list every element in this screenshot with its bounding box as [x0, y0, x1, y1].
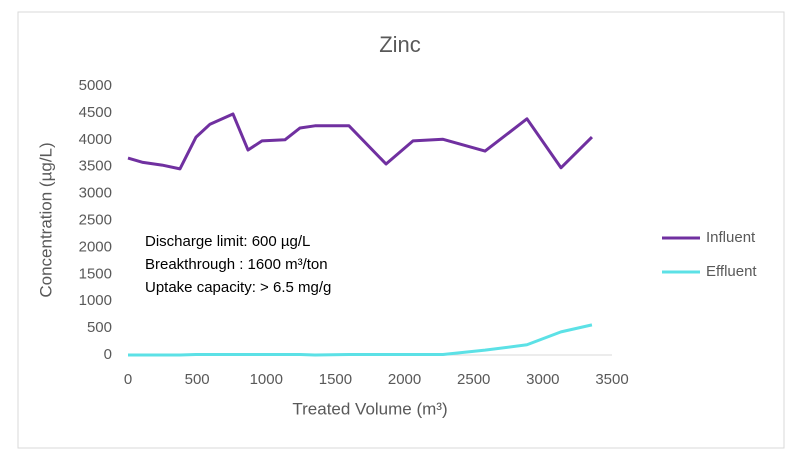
y-tick-label: 3000 [79, 185, 112, 202]
y-tick-label: 2500 [79, 211, 112, 228]
x-tick-label: 3000 [526, 371, 559, 388]
x-tick-label: 0 [124, 371, 132, 388]
y-axis-label: Concentration (µg/L) [36, 142, 55, 297]
y-tick-label: 5000 [79, 77, 112, 94]
y-tick-label: 4000 [79, 131, 112, 148]
y-tick-label: 2000 [79, 238, 112, 255]
data-line [128, 323, 593, 357]
annotation: Uptake capacity: > 6.5 mg/g [145, 279, 331, 296]
x-tick-label: 1000 [250, 371, 283, 388]
y-tick-label: 500 [87, 319, 112, 336]
data-line [127, 112, 594, 171]
x-tick-label: 2000 [388, 371, 421, 388]
y-tick-label: 0 [104, 346, 112, 363]
annotation: Breakthrough : 1600 m³/ton [145, 256, 328, 273]
chart-title: Zinc [379, 32, 421, 57]
y-tick-label: 4500 [79, 104, 112, 121]
legend-label: Influent [706, 229, 756, 246]
y-tick-label: 1000 [79, 292, 112, 309]
x-tick-label: 2500 [457, 371, 490, 388]
legend-label: Effluent [706, 263, 757, 280]
y-tick-label: 1500 [79, 265, 112, 282]
x-tick-label: 500 [185, 371, 210, 388]
x-axis-label: Treated Volume (m³) [292, 399, 447, 418]
chart-border [17, 11, 785, 449]
annotation: Discharge limit: 600 µg/L [145, 233, 310, 250]
x-tick-label: 3500 [595, 371, 628, 388]
y-tick-label: 3500 [79, 158, 112, 175]
x-tick-label: 1500 [319, 371, 352, 388]
